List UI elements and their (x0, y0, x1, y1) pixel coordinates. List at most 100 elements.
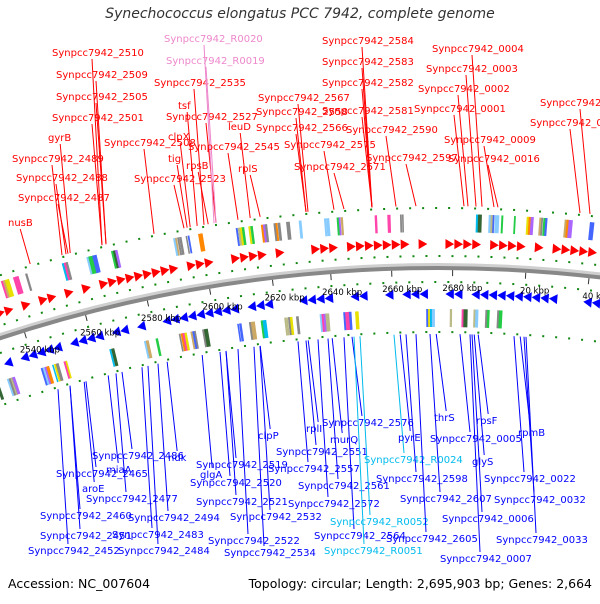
forward-gene-arrow (347, 242, 356, 252)
ring-guide (0, 208, 600, 292)
gene-label[interactable]: tsf (178, 101, 191, 112)
gene-label[interactable]: Synpcc7942_2505 (56, 92, 148, 103)
tick-label: 2680 kbp (442, 284, 482, 294)
gene-connector-line (406, 164, 416, 206)
gene-label[interactable]: Synpcc7942_2510 (52, 48, 144, 59)
gene-label[interactable]: leuD (228, 122, 251, 133)
gene-connector-line (386, 136, 396, 207)
gene-label[interactable]: Synpcc7942_0002 (418, 84, 510, 95)
gene-label[interactable]: Synpcc7942_2452 (28, 546, 120, 557)
gene-label[interactable]: Synpcc7942_2584 (322, 36, 414, 47)
forward-gene-arrow (588, 247, 597, 257)
gene-label[interactable]: Synpcc7942_2557 (268, 464, 360, 475)
gene-label[interactable]: Synpcc7942_0007 (440, 554, 532, 565)
gene-label[interactable]: Synpcc7942_R0052 (330, 517, 429, 528)
gene-feature-block (475, 310, 479, 328)
gene-label[interactable]: Synpcc7942_2545 (188, 142, 280, 153)
gene-connector-line (167, 362, 177, 451)
gene-label[interactable]: Synpcc7942_2582 (322, 78, 414, 89)
forward-gene-arrow (186, 261, 195, 271)
gene-label[interactable]: Synpcc7942_2522 (208, 536, 300, 547)
gene-label[interactable]: Synpcc7942_2598 (376, 474, 468, 485)
reverse-gene-arrow (308, 294, 317, 304)
gene-label[interactable]: Synpcc7942_0027 (530, 118, 600, 129)
forward-gene-arrow (508, 241, 517, 251)
gene-label[interactable]: clpP (258, 431, 279, 442)
gene-label[interactable]: Synpcc7942_2605 (386, 534, 478, 545)
forward-gene-arrow (38, 296, 48, 306)
gene-label[interactable]: Synpcc7942_0004 (432, 44, 524, 55)
gene-label[interactable]: Synpcc7942_R0020 (164, 34, 263, 45)
gene-label[interactable]: Synpcc7942_0022 (484, 474, 576, 485)
gene-connector-line (324, 151, 334, 210)
gene-label[interactable]: Synpcc7942_2489 (12, 154, 104, 165)
gene-label[interactable]: Synpcc7942_2465 (56, 469, 148, 480)
gene-label[interactable]: Synpcc7942_2566 (256, 123, 348, 134)
gene-label[interactable]: Synpcc7942_2597 (366, 153, 458, 164)
gene-label[interactable]: pyrE (398, 433, 421, 444)
gene-label[interactable]: Synpcc7942_0009 (444, 135, 536, 146)
gene-label[interactable]: Synpcc7942_2567 (258, 93, 350, 104)
gene-label[interactable]: Synpcc7942_0016 (448, 154, 540, 165)
gene-label[interactable]: Synpcc7942_2575 (284, 140, 376, 151)
gene-label[interactable]: ndk (168, 453, 187, 464)
gene-label[interactable]: Synpcc7942_R0024 (364, 455, 463, 466)
gene-label[interactable]: thrS (434, 413, 455, 424)
gene-connector-line (400, 335, 410, 431)
gene-label[interactable]: Synpcc7942_R0051 (324, 546, 423, 557)
gene-label[interactable]: tig (168, 154, 181, 165)
gene-label[interactable]: Synpcc7942_0001 (414, 104, 506, 115)
gene-feature-block (355, 311, 360, 329)
gene-label[interactable]: Synpcc7942_2521 (196, 497, 288, 508)
gene-label[interactable]: Synpcc7942_2477 (86, 494, 178, 505)
gene-label[interactable]: Synpcc7942_R0019 (166, 56, 265, 67)
gene-label[interactable]: Synpcc7942_2534 (224, 548, 316, 559)
gene-label[interactable]: Synpcc7942_2581 (322, 106, 414, 117)
gene-connector-line (570, 129, 580, 213)
gene-label[interactable]: Synpcc7942_0005 (430, 434, 522, 445)
gene-label[interactable]: Synpcc7942_2551 (276, 447, 368, 458)
gene-label[interactable]: Synpcc7942_2535 (154, 78, 246, 89)
gene-label[interactable]: clpX (168, 132, 190, 143)
gene-connector-line (460, 334, 470, 432)
gene-label[interactable]: Synpcc7942_0033 (496, 535, 588, 546)
gene-label[interactable]: miaA (106, 465, 132, 476)
gene-label[interactable]: gyrB (48, 133, 71, 144)
gene-label[interactable]: Synpcc7942_2488 (16, 173, 108, 184)
gene-label[interactable]: Synpcc7942_2484 (118, 546, 210, 557)
gene-label[interactable]: Synpcc7942_0032 (494, 495, 586, 506)
forward-gene-arrow (329, 243, 338, 253)
gene-label[interactable]: Synpcc7942_2460 (40, 511, 132, 522)
gene-label[interactable]: Synpcc7942_2509 (56, 70, 148, 81)
tick-label: 2620 kbp (265, 294, 305, 304)
gene-label[interactable]: Synpcc7942_2494 (128, 513, 220, 524)
gene-label[interactable]: Synpcc7942_0006 (442, 514, 534, 525)
gene-connector-line (250, 175, 260, 217)
gene-connector-line (202, 355, 212, 468)
gene-label[interactable]: rpsF (476, 416, 498, 427)
gene-label[interactable]: rplS (238, 164, 258, 175)
tick-label: 2660 kbp (382, 285, 422, 295)
tick-label: 20 kbp (520, 287, 549, 297)
gene-feature-block (513, 216, 516, 234)
gene-label[interactable]: rpsB (186, 161, 209, 172)
gene-connector-line (226, 351, 236, 495)
gene-label[interactable]: Synpcc7942_2576 (322, 418, 414, 429)
gene-label[interactable]: Synpcc7942_2487 (18, 193, 110, 204)
tick-mark (272, 280, 273, 286)
gene-label[interactable]: Synpcc7942_2590 (346, 125, 438, 136)
forward-gene-arrow (579, 246, 588, 256)
gene-label[interactable]: Synpcc7942_2583 (322, 57, 414, 68)
tick-label: 2600 kbp (203, 303, 243, 313)
gene-label[interactable]: nusB (8, 218, 33, 229)
gene-label[interactable]: Synpcc7942_2572 (288, 499, 380, 510)
forward-gene-arrow (472, 239, 481, 249)
gene-label[interactable]: Synpcc7942_0028 (540, 98, 600, 109)
reverse-gene-arrow (489, 290, 498, 300)
gene-label[interactable]: Synpcc7942_0003 (426, 64, 518, 75)
forward-gene-arrow (392, 240, 401, 250)
gene-feature-block (198, 233, 205, 251)
gene-label[interactable]: Synpcc7942_2532 (230, 512, 322, 523)
gene-label[interactable]: murQ (330, 435, 358, 446)
gene-feature-block (478, 215, 482, 233)
